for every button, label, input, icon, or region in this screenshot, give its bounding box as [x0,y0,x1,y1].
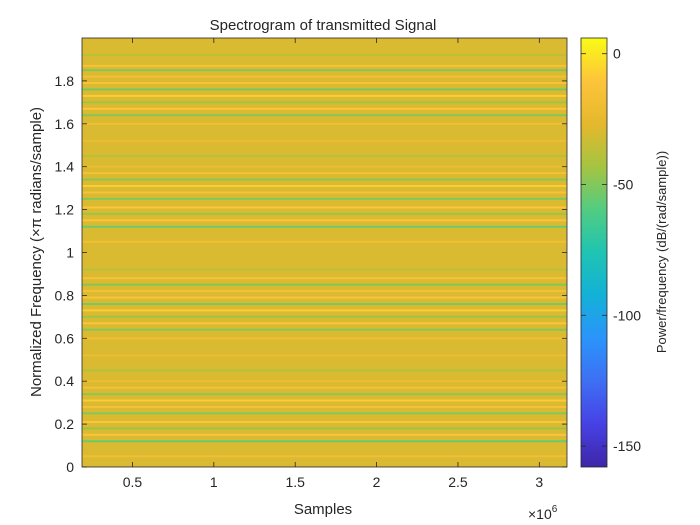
spectrogram-band [82,94,567,97]
spectrogram-band [82,440,567,443]
colorbar: 0 -50 -100 -150 Power/frequency (dB/(rad/sa… [580,37,669,468]
spectrogram-bands [82,54,567,458]
spectrogram-band [82,114,567,117]
y-tick-label: 1.6 [55,116,75,132]
y-tick-label: 0 [66,459,74,475]
spectrogram-band [82,240,567,243]
colorbar-tick-label: -50 [613,176,633,192]
spectrogram-band [82,322,567,325]
y-tick-label: 0.8 [55,287,75,303]
spectrogram-band [82,165,567,168]
spectrogram-band [82,206,567,209]
x-axis-exponent-base: ×10 [528,506,552,522]
spectrogram-band [82,393,567,396]
colorbar-ticks: 0 -50 -100 -150 [581,46,641,454]
colorbar-tick-label: 0 [613,46,621,62]
spectrogram-band [82,139,567,142]
spectrogram-band [82,69,567,72]
spectrogram-band [82,328,567,331]
spectrogram-band [82,107,567,110]
spectrogram-band [82,399,567,402]
spectrogram-band [82,420,567,423]
y-tick-label: 0.6 [55,330,75,346]
spectrogram-band [82,354,567,357]
x-tick-label: 0.5 [123,474,143,490]
x-axis-ticks: 0.5 1 1.5 2 2.5 3 [123,38,543,490]
spectrogram-band [82,212,567,215]
spectrogram-band [82,101,567,104]
y-tick-label: 1.2 [55,202,75,218]
spectrogram-band [82,172,567,175]
y-tick-label: 0.4 [55,373,75,389]
spectrogram-band [82,277,567,280]
x-axis-exponent-power: 6 [552,504,558,515]
chart-title: Spectrogram of transmitted Signal [210,17,437,34]
spectrogram-band [82,427,567,430]
x-tick-label: 3 [535,474,543,490]
spectrogram-band [82,455,567,458]
spectrogram-band [82,54,567,57]
spectrogram-band [82,283,567,286]
spectrogram-band [82,75,567,78]
colorbar-gradient [580,37,608,468]
colorbar-label: Power/frequency (dB/(rad/sample)) [654,151,669,353]
spectrogram-band [82,225,567,228]
y-tick-label: 1.8 [55,73,75,89]
spectrogram-band [82,219,567,222]
spectrogram-band [82,82,567,85]
y-tick-label: 1.4 [55,159,75,175]
x-tick-label: 1.5 [285,474,305,490]
x-tick-label: 1 [210,474,218,490]
spectrogram-band [82,309,567,312]
spectrogram-band [82,315,567,318]
spectrogram-band [82,405,567,408]
colorbar-tick-label: -150 [613,438,641,454]
spectrogram-band [82,433,567,436]
plot-area [81,37,568,468]
spectrogram-band [82,197,567,200]
spectrogram-band [82,380,567,383]
spectrogram-band [82,296,567,299]
spectrogram-band [82,290,567,293]
x-axis-exponent: ×106 [528,504,558,522]
spectrogram-band [82,302,567,305]
spectrogram-band [82,412,567,415]
colorbar-tick-label: -100 [613,307,641,323]
x-tick-label: 2 [373,474,381,490]
y-tick-label: 1 [66,245,74,261]
spectrogram-band [82,268,567,271]
spectrogram-band [82,369,567,372]
spectrogram-band [82,64,567,67]
spectrogram-band [82,386,567,389]
spectrogram-band [82,191,567,194]
spectrogram-band [82,178,567,181]
spectrogram-band [82,154,567,157]
spectrogram-band [82,122,567,125]
x-tick-label: 2.5 [448,474,468,490]
y-axis-ticks: 0 0.2 0.4 0.6 0.8 1 1.2 1.4 1.6 1.8 [55,73,567,475]
spectrogram-band [82,88,567,91]
y-axis-label: Normalized Frequency (×π radians/sample) [28,107,45,397]
spectrogram-band [82,185,567,188]
x-axis-label: Samples [294,501,352,518]
y-tick-label: 0.2 [55,416,75,432]
spectrogram-band [82,337,567,340]
